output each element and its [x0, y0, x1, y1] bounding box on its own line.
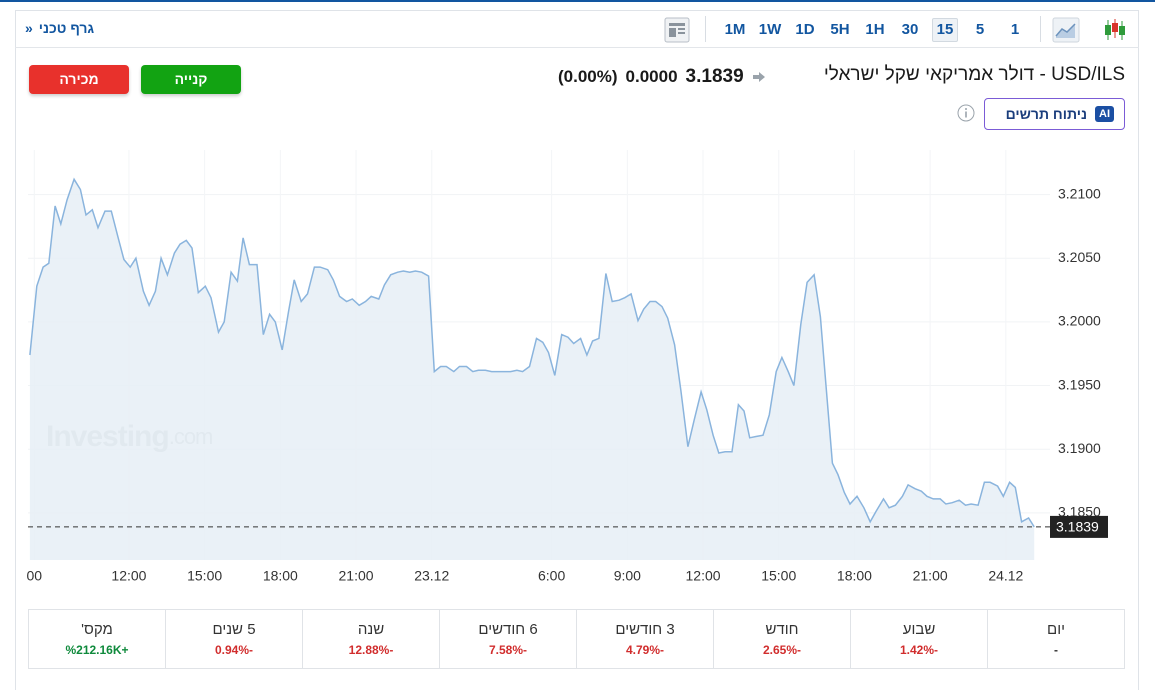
period-label: 5 שנים [212, 621, 256, 638]
chart-frame [15, 10, 1139, 690]
chart-analysis-button[interactable]: AI ניתוח תרשים [984, 98, 1125, 130]
x-tick-label: 15:00 [187, 568, 222, 584]
interval-button[interactable]: 1H [865, 21, 885, 38]
performance-cell: 3 חודשים -4.79% [576, 609, 714, 669]
info-icon[interactable] [957, 104, 975, 122]
interval-button[interactable]: 5 [975, 21, 985, 38]
period-label: שנה [357, 621, 385, 638]
performance-cell: חודש -2.65% [713, 609, 851, 669]
arrow-icon [752, 72, 765, 82]
period-label: יום [1047, 621, 1065, 638]
x-tick-label: 9:00 [614, 568, 641, 584]
sell-button[interactable]: מכירה [29, 65, 129, 94]
y-tick-label: 3.1900 [1058, 440, 1101, 456]
performance-cell: 5 שנים -0.94% [165, 609, 303, 669]
interval-button[interactable]: 1 [1010, 21, 1020, 38]
y-tick-label: 3.2100 [1058, 185, 1101, 201]
area [29, 179, 1035, 561]
x-tick-label: 12:00 [686, 568, 721, 584]
x-tick-label: 23.12 [414, 568, 449, 584]
performance-table: יום - שבוע -1.42% חודש -2.65% 3 חודשים -4.79% 6 … [28, 609, 1125, 669]
candlestick-icon[interactable] [1101, 16, 1129, 44]
analysis-text: ניתוח תרשים [1005, 106, 1087, 122]
top-border [0, 0, 1155, 2]
price: 3.1839 [685, 66, 744, 87]
last-price-box [1050, 515, 1108, 538]
interval-button[interactable]: 5H [830, 21, 850, 38]
x-tick-label: 24.12 [988, 568, 1023, 584]
change: 0.0000 [625, 67, 678, 86]
ai-badge: AI [1095, 106, 1114, 122]
y-tick-label: 3.1950 [1058, 376, 1101, 392]
period-label: מקס' [81, 621, 113, 638]
x-tick-label: 21:00 [339, 568, 374, 584]
buy-button[interactable]: קנייה [141, 65, 241, 94]
y-tick-label: 3.1850 [1058, 504, 1101, 520]
performance-cell: שנה -12.88% [302, 609, 440, 669]
x-tick-label: 15:00 [761, 568, 796, 584]
period-change: +212.16K% [65, 643, 129, 657]
instrument-title: USD/ILS - דולר אמריקאי שקל ישראלי [823, 64, 1125, 85]
period-label: 6 חודשים [478, 621, 538, 638]
interval-button[interactable]: 30 [901, 21, 919, 38]
period-change: -4.79% [625, 643, 665, 657]
technical-chart-link[interactable]: » גרף טכני [25, 20, 100, 36]
period-label: חודש [765, 621, 799, 638]
period-change: -0.94% [214, 643, 254, 657]
interval-button[interactable]: 15 [932, 18, 958, 42]
change-percent: (0.00%) [558, 67, 618, 86]
chart: 3.1850 3.1900 3.1950 3.2000 3.2050 3.2100 00 12… [27, 150, 1108, 584]
x-tick-label: 00 [27, 568, 43, 584]
performance-cell: שבוע -1.42% [850, 609, 988, 669]
x-tick-label: 18:00 [837, 568, 872, 584]
period-label: שבוע [902, 621, 936, 638]
toolbar: » גרף טכני 1M 1W 1D 5H 1H 30 15 5 1 [15, 10, 1139, 48]
interval-button[interactable]: 1D [795, 21, 815, 38]
performance-cell: יום - [987, 609, 1125, 669]
x-tick-label: 12:00 [111, 568, 146, 584]
interval-button[interactable]: 1M [724, 21, 746, 38]
price-row: (0.00%) 0.0000 3.1839 [558, 66, 766, 88]
interval-button[interactable]: 1W [758, 21, 782, 38]
link-text: גרף טכני [38, 20, 95, 36]
y-tick-label: 3.2050 [1058, 249, 1101, 265]
period-change: -7.58% [488, 643, 528, 657]
period-label: 3 חודשים [615, 621, 675, 638]
y-tick-label: 3.2000 [1058, 313, 1101, 329]
last-price-label: 3.1839 [1056, 519, 1099, 535]
line [29, 177, 1035, 528]
arrow: » [25, 20, 33, 36]
period-change: -2.65% [762, 643, 802, 657]
period-change: -12.88% [348, 643, 394, 657]
x-tick-label: 21:00 [913, 568, 948, 584]
period-change: - [1054, 643, 1058, 657]
period-change: -1.42% [899, 643, 939, 657]
x-tick-label: 18:00 [263, 568, 298, 584]
separator [1040, 16, 1041, 42]
performance-cell: מקס' +212.16K% [28, 609, 166, 669]
layout-icon[interactable] [663, 16, 691, 44]
x-tick-label: 6:00 [538, 568, 565, 584]
line-chart-icon[interactable] [1052, 17, 1080, 43]
performance-row: יום - שבוע -1.42% חודש -2.65% 3 חודשים -4.79% 6 … [28, 609, 1125, 669]
performance-cell: 6 חודשים -7.58% [439, 609, 577, 669]
separator [705, 16, 706, 42]
